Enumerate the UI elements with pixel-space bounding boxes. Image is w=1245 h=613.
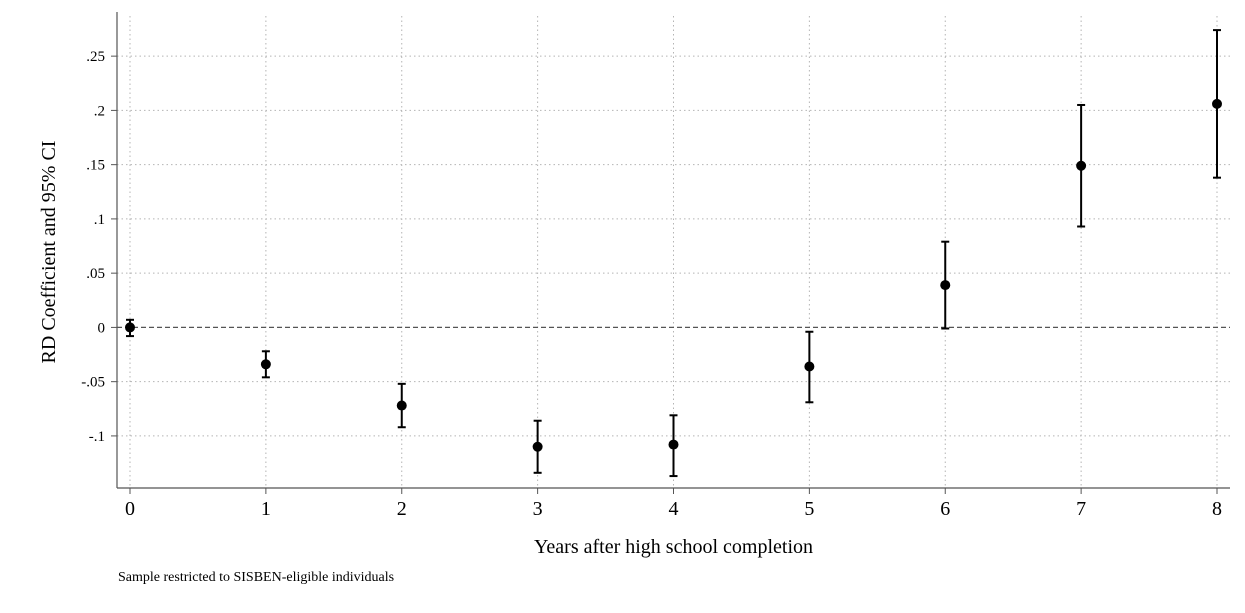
x-tick-labels: 0 1 2 3 4 5 6 7 8 [125,498,1222,520]
estimate-point [396,400,407,411]
estimate-point-group [1076,103,1087,228]
estimate-point [940,280,951,291]
grid-lines [117,16,1230,488]
estimate-point [668,439,679,450]
y-tick-label: .05 [86,266,105,282]
estimate-point-group [668,414,679,478]
y-tick-label: .25 [86,49,105,65]
axes [111,12,1230,494]
x-tick-label: 7 [1076,498,1086,520]
y-tick-label: -.05 [81,375,105,391]
estimate-point-group [260,350,271,379]
chart-note: Sample restricted to SISBEN-eligible ind… [118,570,395,585]
y-tick-label: .1 [94,212,105,228]
x-tick-label: 5 [804,498,814,520]
estimate-point [1212,98,1222,109]
y-tick-label: .15 [86,158,105,174]
estimate-point-group [396,382,407,429]
estimate-point-group [940,240,951,330]
estimate-series [125,29,1222,478]
x-tick-label: 8 [1212,498,1222,520]
x-tick-label: 3 [533,498,543,520]
estimate-point-group [125,318,135,338]
estimate-point [804,361,815,372]
estimate-point [532,441,543,452]
y-axis-title: RD Coefficient and 95% CI [38,141,60,364]
estimate-point-group [1212,29,1222,179]
estimate-point-group [804,330,815,404]
x-axis-title: Years after high school completion [534,536,813,558]
x-tick-label: 0 [125,498,135,520]
x-tick-label: 4 [669,498,679,520]
y-tick-labels: -.1 -.05 0 .05 .1 .15 .2 .25 [81,49,105,445]
estimate-point [125,322,135,333]
y-tick-label: .2 [94,103,105,119]
estimate-point [260,359,271,370]
y-tick-label: 0 [98,320,106,336]
x-tick-label: 6 [940,498,950,520]
x-tick-label: 1 [261,498,271,520]
estimate-point-group [532,419,543,474]
estimate-point [1076,160,1087,171]
y-tick-label: -.1 [89,429,105,445]
x-tick-label: 2 [397,498,407,520]
